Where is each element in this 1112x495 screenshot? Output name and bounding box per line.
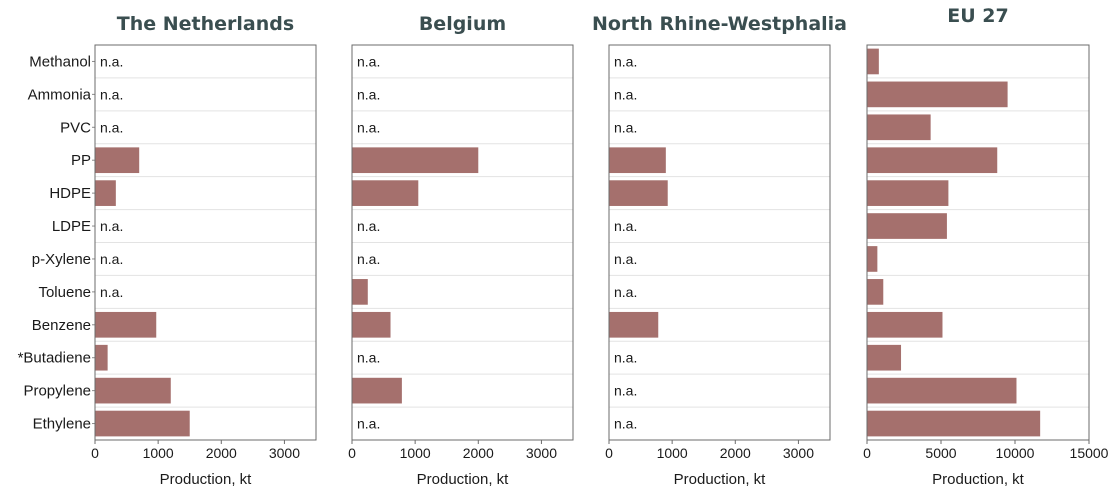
bar-pvc <box>867 114 931 141</box>
x-tick-label: 1000 <box>400 445 431 461</box>
na-label: n.a. <box>100 218 123 234</box>
bar-pp <box>95 147 140 174</box>
category-label: Ethylene <box>33 416 91 433</box>
x-tick-label: 2000 <box>463 445 494 461</box>
na-label: n.a. <box>100 53 123 69</box>
x-tick-label: 3000 <box>783 445 814 461</box>
category-label: Toluene <box>38 284 91 301</box>
na-label: n.a. <box>614 251 637 267</box>
plot-frame <box>94 44 317 441</box>
na-label: n.a. <box>614 53 637 69</box>
bar-methanol <box>867 48 879 75</box>
x-tick-label: 5000 <box>925 445 956 461</box>
na-label: n.a. <box>357 119 380 135</box>
x-tick-label: 0 <box>605 445 613 461</box>
bar-benzene <box>352 311 391 338</box>
bar-butadiene <box>867 344 902 371</box>
bar-pp <box>609 147 666 174</box>
x-tick-label: 0 <box>91 445 99 461</box>
category-label: Ammonia <box>28 86 92 103</box>
na-label: n.a. <box>357 86 380 102</box>
x-tick-label: 0 <box>348 445 356 461</box>
bar-ethylene <box>867 410 1041 437</box>
bar-benzene <box>95 311 157 338</box>
x-tick-label: 1000 <box>143 445 174 461</box>
bar-benzene <box>867 311 943 338</box>
category-label: Methanol <box>29 53 91 70</box>
bar-propylene <box>352 377 402 404</box>
bar-toluene <box>352 279 368 305</box>
x-tick-label: 0 <box>863 445 871 461</box>
plot-frame <box>351 44 574 441</box>
plot-frame <box>866 44 1090 441</box>
na-label: n.a. <box>357 218 380 234</box>
bar-ldpe <box>867 213 947 239</box>
bar-pp <box>352 147 479 174</box>
x-tick-label: 3000 <box>526 445 557 461</box>
bar-ethylene <box>95 410 190 437</box>
bar-ammonia <box>867 81 1008 108</box>
na-label: n.a. <box>614 86 637 102</box>
bar-hdpe <box>867 180 949 206</box>
category-label: HDPE <box>49 185 91 202</box>
category-label: PVC <box>60 119 91 136</box>
na-label: n.a. <box>614 218 637 234</box>
bar-hdpe <box>95 180 116 206</box>
panel-title: The Netherlands <box>117 13 294 35</box>
x-tick-label: 15000 <box>1070 445 1109 461</box>
x-tick-label: 10000 <box>996 445 1035 461</box>
na-label: n.a. <box>100 251 123 267</box>
bar-pp <box>867 147 998 174</box>
x-tick-label: 1000 <box>657 445 688 461</box>
na-label: n.a. <box>357 53 380 69</box>
bar-p-xylene <box>867 246 878 272</box>
x-tick-label: 3000 <box>269 445 300 461</box>
na-label: n.a. <box>357 350 380 366</box>
bar-toluene <box>867 279 884 305</box>
bar-hdpe <box>352 180 419 206</box>
panel-title: EU 27 <box>947 5 1008 27</box>
na-label: n.a. <box>614 284 637 300</box>
bar-propylene <box>867 377 1017 404</box>
na-label: n.a. <box>357 416 380 432</box>
na-label: n.a. <box>614 119 637 135</box>
panel-title: Belgium <box>419 13 506 35</box>
x-axis-label: Production, kt <box>417 471 510 488</box>
na-label: n.a. <box>614 416 637 432</box>
bar-hdpe <box>609 180 668 206</box>
na-label: n.a. <box>100 86 123 102</box>
x-tick-label: 2000 <box>206 445 237 461</box>
x-axis-label: Production, kt <box>932 471 1025 488</box>
bar-butadiene <box>95 344 108 371</box>
plot-frame <box>608 44 831 441</box>
x-axis-label: Production, kt <box>160 471 253 488</box>
category-label: PP <box>71 152 91 169</box>
panel-title: North Rhine-Westphalia <box>592 13 847 35</box>
category-label: Propylene <box>23 383 91 400</box>
category-label: p-Xylene <box>32 251 91 268</box>
na-label: n.a. <box>100 119 123 135</box>
category-label: *Butadiene <box>18 350 91 367</box>
x-tick-label: 2000 <box>720 445 751 461</box>
na-label: n.a. <box>614 350 637 366</box>
na-label: n.a. <box>100 284 123 300</box>
category-label: LDPE <box>52 218 91 235</box>
category-label: Benzene <box>32 317 91 334</box>
x-axis-label: Production, kt <box>674 471 767 488</box>
bar-benzene <box>609 311 659 338</box>
na-label: n.a. <box>614 383 637 399</box>
na-label: n.a. <box>357 251 380 267</box>
bar-propylene <box>95 377 171 404</box>
